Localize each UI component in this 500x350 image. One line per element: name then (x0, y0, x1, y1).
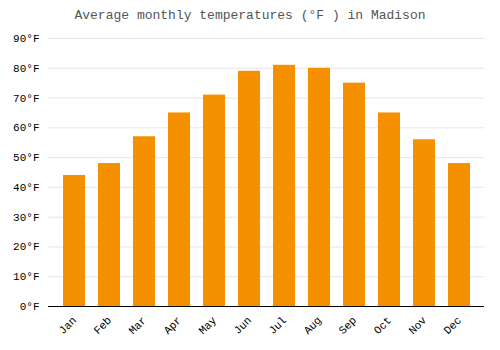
svg-text:20°F: 20°F (13, 241, 39, 253)
svg-text:40°F: 40°F (13, 182, 39, 194)
svg-text:60°F: 60°F (13, 122, 39, 134)
svg-text:90°F: 90°F (13, 33, 39, 45)
svg-text:Sep: Sep (337, 314, 359, 336)
svg-text:Jan: Jan (57, 314, 79, 336)
svg-text:70°F: 70°F (13, 93, 39, 105)
svg-text:Mar: Mar (127, 314, 149, 336)
svg-text:80°F: 80°F (13, 63, 39, 75)
svg-text:50°F: 50°F (13, 152, 39, 164)
svg-text:10°F: 10°F (13, 271, 39, 283)
svg-text:Jul: Jul (267, 314, 289, 336)
svg-text:Oct: Oct (372, 314, 394, 336)
svg-text:Jun: Jun (232, 314, 254, 336)
html-text:Average monthly temperatures (: Average monthly temperatures (°F ) in Ma… (74, 8, 426, 23)
svg-text:0°F: 0°F (20, 301, 40, 313)
svg-text:Dec: Dec (442, 314, 464, 336)
svg-text:Feb: Feb (92, 314, 114, 336)
svg-text:May: May (197, 314, 220, 337)
svg-text:Aug: Aug (302, 314, 324, 336)
svg-text:Apr: Apr (162, 314, 184, 336)
svg-text:30°F: 30°F (13, 212, 39, 224)
svg-text:Nov: Nov (407, 314, 430, 337)
